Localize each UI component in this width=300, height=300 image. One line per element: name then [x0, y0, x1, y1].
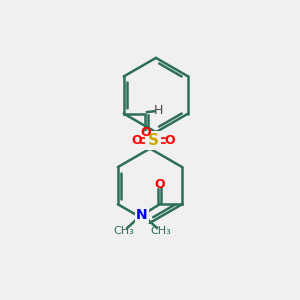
Text: CH₃: CH₃	[150, 226, 171, 236]
Text: S: S	[148, 133, 158, 148]
Text: CH₃: CH₃	[113, 226, 134, 236]
Text: O: O	[164, 134, 175, 147]
Text: N: N	[136, 208, 148, 222]
Text: O: O	[154, 178, 165, 190]
Text: H: H	[153, 104, 163, 117]
Text: O: O	[141, 126, 152, 140]
Text: O: O	[131, 134, 142, 147]
